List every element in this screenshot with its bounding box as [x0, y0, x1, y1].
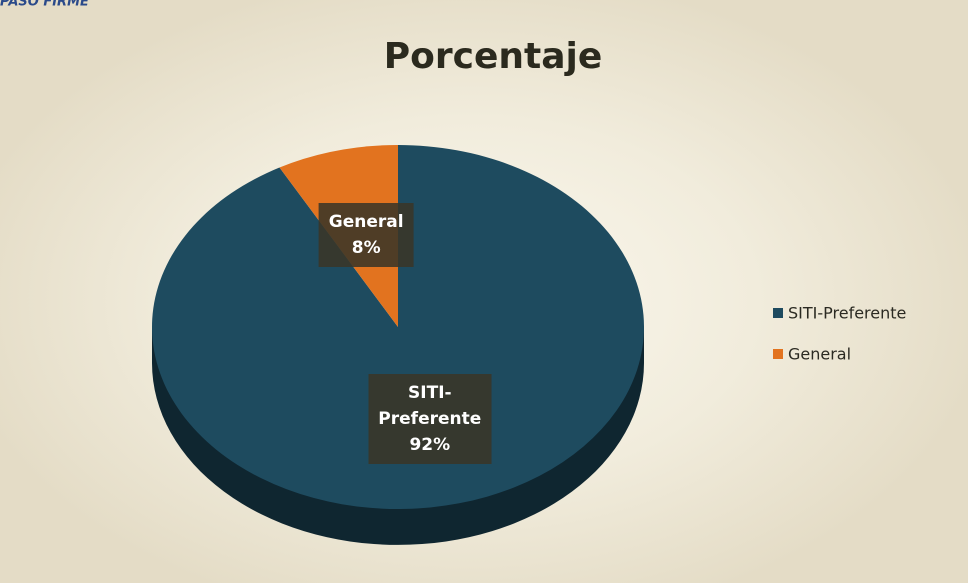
data-label-name: SITI-Preferente	[378, 382, 482, 429]
legend-swatch	[773, 308, 783, 318]
legend-swatch	[773, 349, 783, 359]
legend-label: SITI-Preferente	[788, 304, 906, 323]
page-header: PASO FIRME	[0, 0, 89, 10]
data-label-value: 8%	[351, 238, 381, 259]
data-label-name: General	[328, 212, 404, 233]
data-label-value: 92%	[409, 434, 451, 455]
legend-label: General	[788, 345, 851, 364]
chart-title: Porcentaje	[384, 36, 603, 77]
data-label: General 8%	[318, 203, 414, 268]
data-label: SITI-Preferente 92%	[368, 373, 492, 464]
